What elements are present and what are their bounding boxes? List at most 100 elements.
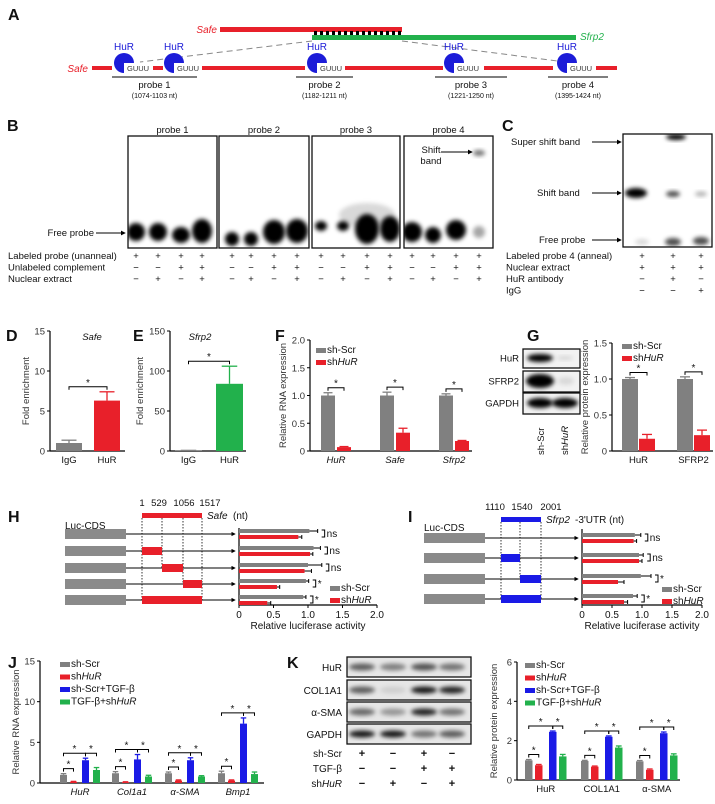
base-pair-tick <box>344 31 347 35</box>
condition-sign: − <box>248 263 254 274</box>
treatment-label: shHuR <box>311 779 342 790</box>
category-label: Col1a1 <box>117 787 147 798</box>
y-axis-label: Fold enrichment <box>21 357 32 425</box>
bar <box>239 569 305 573</box>
significance-bracket <box>63 768 74 772</box>
gel-title: probe 4 <box>432 125 464 136</box>
super-shift-label: Super shift band <box>511 137 580 148</box>
band <box>695 191 707 197</box>
significance-label: * <box>393 378 397 389</box>
condition-sign: + <box>639 263 645 274</box>
band <box>339 203 395 227</box>
legend-label: sh-Scr <box>536 660 566 671</box>
panel-label-j: J <box>8 655 17 672</box>
treatment-sign: − <box>359 778 365 790</box>
base-pair-tick <box>326 31 329 35</box>
blot-k-row-2 <box>346 679 472 701</box>
x-tick-label: 2.0 <box>695 610 709 621</box>
hur-protein-icon <box>114 53 134 73</box>
category-label: α-SMA <box>642 784 672 795</box>
x-tick-label: 0.5 <box>267 610 281 621</box>
treatment-label: sh-Scr <box>313 749 343 760</box>
full-length-fragment <box>142 513 202 518</box>
category-label: Sfrp2 <box>443 455 466 466</box>
bar <box>239 552 311 556</box>
gel-probe-2-bands <box>225 219 308 246</box>
fragment-segment <box>183 580 202 588</box>
condition-sign: + <box>430 251 436 262</box>
legend-label: shHuR <box>633 353 664 364</box>
guuu-motif: GUUU <box>177 64 199 73</box>
gene-unit-label: -3'UTR (nt) <box>575 515 624 526</box>
condition-sign: + <box>476 251 482 262</box>
band <box>225 232 239 246</box>
condition-sign: − <box>133 263 139 274</box>
band <box>625 188 647 198</box>
text-part: sh <box>673 596 684 607</box>
condition-sign: + <box>340 251 346 262</box>
condition-sign: + <box>387 274 393 285</box>
condition-sign: + <box>248 251 254 262</box>
legend-swatch <box>316 360 326 365</box>
condition-sign: + <box>670 251 676 262</box>
y-tick-label: 0 <box>30 779 35 790</box>
significance-bracket <box>647 553 651 562</box>
blot-k-row-2-background <box>347 680 471 700</box>
condition-sign: − <box>133 274 139 285</box>
category-label: Safe <box>385 455 405 466</box>
significance-bracket <box>115 766 126 770</box>
guuu-motif: GUUU <box>127 64 149 73</box>
legend-label: sh-Scr <box>71 659 101 670</box>
y-axis-label: Relative protein expression <box>489 664 500 779</box>
condition-sign: + <box>294 251 300 262</box>
bar <box>636 761 644 780</box>
text-part: HuR <box>547 673 567 684</box>
blot-k-row-4-border <box>346 723 472 745</box>
significance-label: * <box>67 760 71 771</box>
gel-supershift-bands <box>625 134 709 246</box>
bar <box>239 535 299 539</box>
luc-cds-box <box>424 533 485 543</box>
significance-label: * <box>194 744 198 755</box>
text-part: TGF-β+sh <box>71 697 116 708</box>
condition-sign: − <box>698 274 704 285</box>
panel-label-i: I <box>408 509 412 526</box>
y-tick-label: 10 <box>34 367 45 378</box>
legend-label: TGF-β+shHuR <box>71 697 137 708</box>
safe-top-label: Safe <box>196 25 217 36</box>
hur-label: HuR <box>444 42 464 53</box>
condition-sign: + <box>387 251 393 262</box>
base-pair-tick <box>380 31 383 35</box>
treatment-sign: + <box>421 748 427 760</box>
category-label: HuR <box>536 784 555 795</box>
significance-bracket <box>190 752 202 756</box>
bar <box>82 760 89 783</box>
significance-label: * <box>539 717 543 728</box>
condition-sign: − <box>453 274 459 285</box>
y-tick-label: 15 <box>24 657 35 668</box>
bar <box>615 747 623 780</box>
condition-row-label: Nuclear extract <box>8 274 72 285</box>
legend-label: shHuR <box>536 673 567 684</box>
x-tick-label: 0 <box>236 610 242 621</box>
band <box>693 237 709 245</box>
luc-cds-box <box>65 579 126 589</box>
blot-g-hur-border <box>522 348 581 369</box>
blot-g-gapdh-bands <box>527 398 578 408</box>
significance-label: * <box>225 757 229 768</box>
bar <box>239 563 308 567</box>
y-tick-label: 0 <box>300 447 305 458</box>
blot-g-sfrp2-border <box>522 370 581 393</box>
condition-sign: + <box>294 263 300 274</box>
category-label: COL1A1 <box>584 784 620 795</box>
panel-label-a: A <box>8 7 20 24</box>
significance-label: * <box>119 758 123 769</box>
bar <box>198 776 205 783</box>
probe-name: probe 2 <box>308 80 340 91</box>
significance-label: ns <box>652 553 663 564</box>
y-tick-label: 0 <box>507 776 512 787</box>
significance-bracket <box>644 533 649 542</box>
bar <box>605 736 613 780</box>
bar <box>70 781 77 783</box>
bar <box>112 773 119 783</box>
